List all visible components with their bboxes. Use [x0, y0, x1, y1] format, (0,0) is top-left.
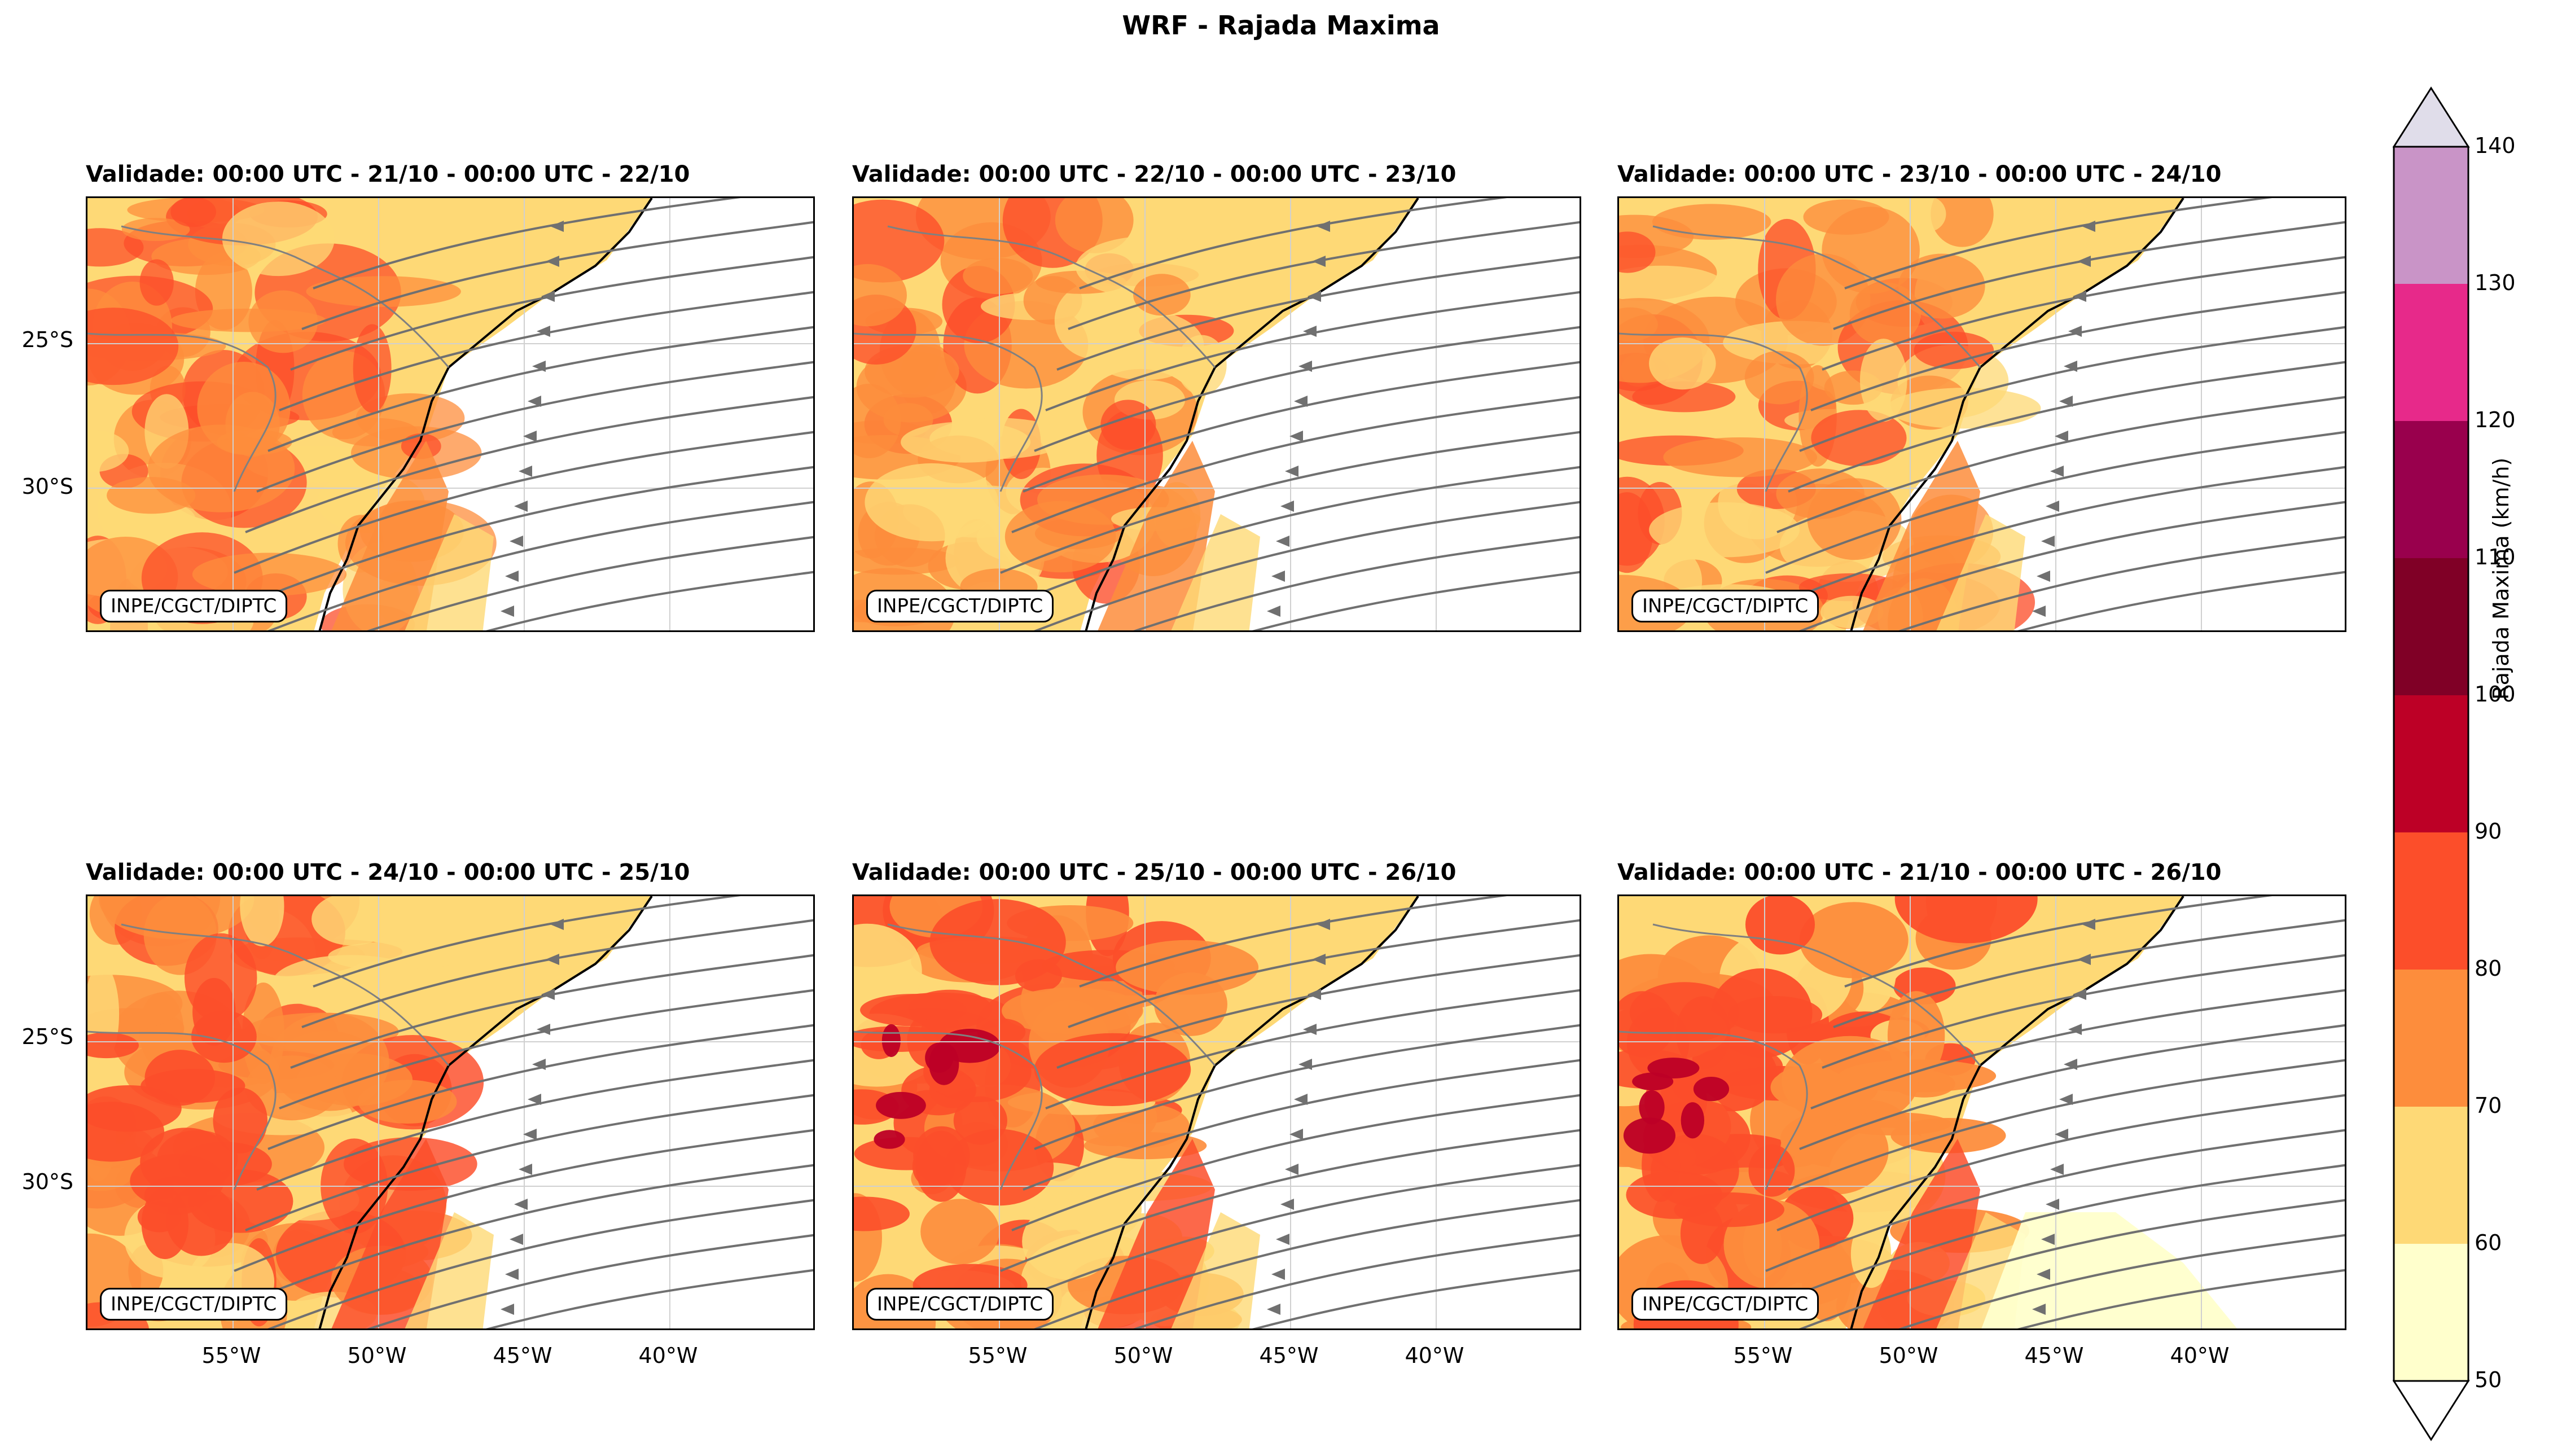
colorbar-segment — [2394, 147, 2468, 284]
coastline — [1850, 896, 2184, 1328]
gust-field — [87, 198, 813, 630]
coastline — [1850, 198, 2184, 630]
colorbar-tick-label: 130 — [2475, 270, 2516, 295]
gust-field — [854, 896, 1580, 1328]
colorbar-segment — [2394, 1107, 2468, 1244]
colorbar-tick-label: 80 — [2475, 956, 2502, 981]
colorbar-extend-max — [2393, 86, 2470, 148]
map-area: INPE/CGCT/DIPTC — [852, 894, 1581, 1330]
lat-label-25s-row2: 25°S — [21, 1024, 73, 1049]
streamlines — [989, 896, 1580, 1328]
credit-badge: INPE/CGCT/DIPTC — [866, 1288, 1054, 1321]
credit-badge: INPE/CGCT/DIPTC — [100, 590, 288, 622]
panel-title: Validade: 00:00 UTC - 22/10 - 00:00 UTC … — [852, 161, 1457, 187]
map-panel-1: Validade: 00:00 UTC - 21/10 - 00:00 UTC … — [86, 161, 815, 632]
streamlines — [1754, 198, 2345, 630]
streamlines — [1754, 896, 2345, 1328]
lon-label: 55°W — [968, 1343, 1028, 1368]
panel-title: Validade: 00:00 UTC - 23/10 - 00:00 UTC … — [1617, 161, 2222, 187]
map-panel-5: Validade: 00:00 UTC - 25/10 - 00:00 UTC … — [852, 859, 1581, 1330]
gust-field — [87, 896, 813, 1328]
map-area: INPE/CGCT/DIPTC — [86, 196, 815, 632]
colorbar-segment — [2394, 421, 2468, 558]
lon-label: 50°W — [1113, 1343, 1173, 1368]
coastline — [1085, 198, 1419, 630]
panel-title: Validade: 00:00 UTC - 25/10 - 00:00 UTC … — [852, 859, 1457, 885]
map-panel-4: Validade: 00:00 UTC - 24/10 - 00:00 UTC … — [86, 859, 815, 1330]
gust-field — [1619, 198, 2345, 630]
lon-label: 55°W — [1733, 1343, 1793, 1368]
gust-field — [1619, 896, 2345, 1328]
colorbar-segment — [2394, 1244, 2468, 1381]
coastline — [318, 198, 653, 630]
map-area: INPE/CGCT/DIPTC — [1617, 894, 2346, 1330]
lon-label: 40°W — [2170, 1343, 2230, 1368]
coastline — [1085, 896, 1419, 1328]
lon-label: 45°W — [493, 1343, 552, 1368]
panel-title: Validade: 00:00 UTC - 21/10 - 00:00 UTC … — [1617, 859, 2222, 885]
lon-label: 50°W — [347, 1343, 407, 1368]
colorbar-tick-label: 110 — [2475, 545, 2516, 569]
map-area: INPE/CGCT/DIPTC — [1617, 196, 2346, 632]
colorbar-tick-label: 50 — [2475, 1367, 2502, 1392]
colorbar-tick-label: 60 — [2475, 1230, 2502, 1255]
lon-label: 40°W — [638, 1343, 698, 1368]
colorbar-tick-label: 70 — [2475, 1093, 2502, 1118]
credit-badge: INPE/CGCT/DIPTC — [866, 590, 1054, 622]
map-panel-6: Validade: 00:00 UTC - 21/10 - 00:00 UTC … — [1617, 859, 2346, 1330]
state-borders — [1619, 923, 1981, 1190]
lon-label: 40°W — [1405, 1343, 1464, 1368]
lat-label-30s-row2: 30°S — [21, 1169, 73, 1194]
credit-badge: INPE/CGCT/DIPTC — [1631, 590, 1819, 622]
credit-badge: INPE/CGCT/DIPTC — [100, 1288, 288, 1321]
lon-label: 50°W — [1879, 1343, 1938, 1368]
lon-label: 45°W — [2024, 1343, 2084, 1368]
map-area: INPE/CGCT/DIPTC — [852, 196, 1581, 632]
gust-field — [854, 198, 1580, 630]
streamlines — [222, 896, 813, 1328]
lon-label: 55°W — [201, 1343, 261, 1368]
streamlines — [222, 198, 813, 630]
coastline — [318, 896, 653, 1328]
lat-label-25s-row1: 25°S — [21, 327, 73, 352]
state-borders — [854, 225, 1216, 492]
colorbar-tick-label: 140 — [2475, 133, 2516, 158]
colorbar-tick-label: 100 — [2475, 682, 2516, 707]
figure-title: WRF - Rajada Maxima — [1122, 10, 1440, 41]
graticule — [87, 896, 813, 1328]
map-panel-2: Validade: 00:00 UTC - 22/10 - 00:00 UTC … — [852, 161, 1581, 632]
colorbar-segment — [2394, 558, 2468, 695]
colorbar-tick-label: 90 — [2475, 819, 2502, 844]
colorbar-segment — [2394, 284, 2468, 421]
colorbar-extend-min — [2393, 1380, 2470, 1441]
streamlines — [989, 198, 1580, 630]
colorbar-segment — [2394, 832, 2468, 970]
state-borders — [1619, 225, 1981, 492]
lon-label: 45°W — [1259, 1343, 1319, 1368]
state-borders — [87, 923, 450, 1190]
colorbar-label: Rajada Maxima (km/h) — [2489, 457, 2513, 700]
colorbar-segment — [2394, 970, 2468, 1107]
colorbar-segment — [2394, 695, 2468, 832]
panel-title: Validade: 00:00 UTC - 24/10 - 00:00 UTC … — [86, 859, 690, 885]
map-panel-3: Validade: 00:00 UTC - 23/10 - 00:00 UTC … — [1617, 161, 2346, 632]
graticule — [854, 198, 1580, 630]
credit-badge: INPE/CGCT/DIPTC — [1631, 1288, 1819, 1321]
state-borders — [87, 225, 450, 492]
colorbar — [2393, 86, 2470, 1441]
colorbar-tick-label: 120 — [2475, 407, 2516, 432]
map-area: INPE/CGCT/DIPTC — [86, 894, 815, 1330]
state-borders — [854, 923, 1216, 1190]
lat-label-30s-row1: 30°S — [21, 474, 73, 499]
panel-title: Validade: 00:00 UTC - 21/10 - 00:00 UTC … — [86, 161, 690, 187]
